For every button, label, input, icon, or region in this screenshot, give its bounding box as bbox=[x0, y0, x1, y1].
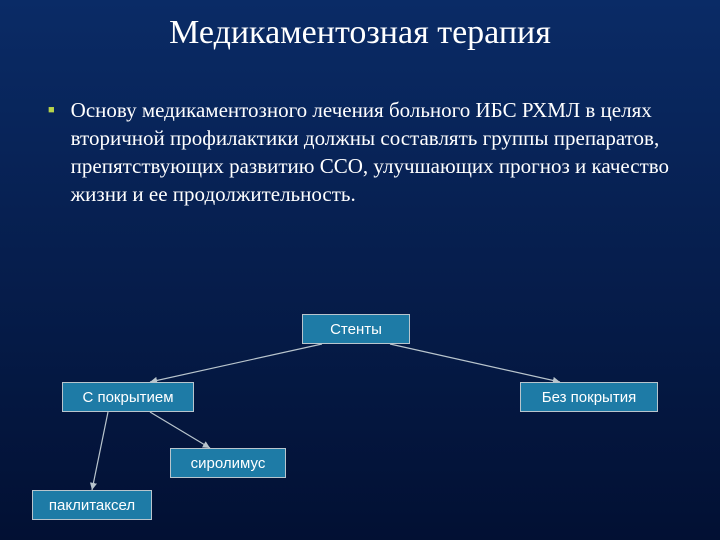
diagram-node-root: Стенты bbox=[302, 314, 410, 344]
slide-title: Медикаментозная терапия bbox=[0, 14, 720, 52]
bullet-block: ■ Основу медикаментозного лечения больно… bbox=[48, 96, 672, 208]
diagram-connectors bbox=[0, 0, 720, 540]
bullet-text: Основу медикаментозного лечения больного… bbox=[71, 96, 672, 208]
bullet-marker-icon: ■ bbox=[48, 104, 55, 116]
slide: Медикаментозная терапия ■ Основу медикам… bbox=[0, 0, 720, 540]
diagram-node-without-coating: Без покрытия bbox=[520, 382, 658, 412]
diagram-node-paclitaxel: паклитаксел bbox=[32, 490, 152, 520]
diagram-node-sirolimus: сиролимус bbox=[170, 448, 286, 478]
diagram-edge bbox=[150, 412, 210, 448]
diagram-edge bbox=[150, 344, 322, 382]
diagram-edge bbox=[92, 412, 108, 490]
diagram-node-with-coating: С покрытием bbox=[62, 382, 194, 412]
diagram-edge bbox=[390, 344, 560, 382]
